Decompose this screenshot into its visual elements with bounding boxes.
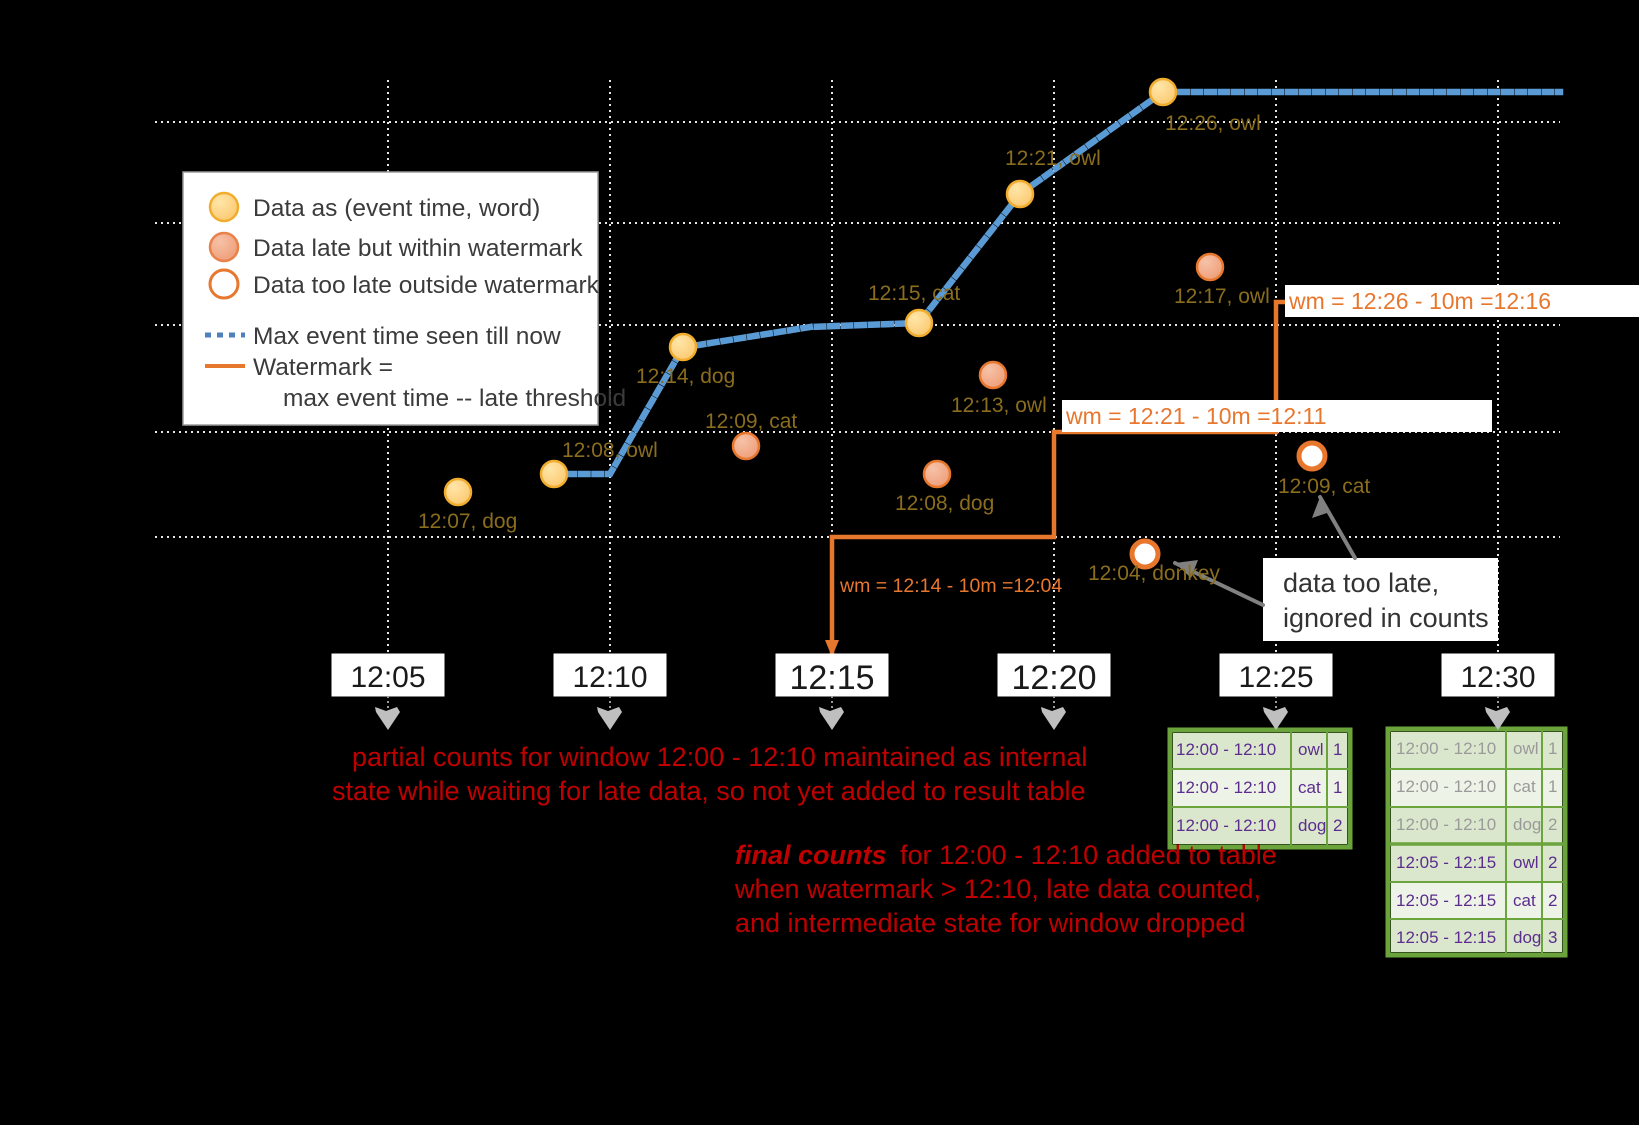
svg-text:12:15: 12:15 xyxy=(789,659,874,697)
svg-text:12:00 - 12:10: 12:00 - 12:10 xyxy=(1396,777,1496,796)
svg-text:12:13, owl: 12:13, owl xyxy=(951,394,1047,417)
svg-text:12:09, cat: 12:09, cat xyxy=(1278,475,1370,498)
svg-text:ignored in counts: ignored in counts xyxy=(1283,603,1489,633)
svg-text:2: 2 xyxy=(1333,816,1342,835)
svg-text:12:00 - 12:10: 12:00 - 12:10 xyxy=(1396,739,1496,758)
svg-text:12:25: 12:25 xyxy=(1238,661,1313,694)
svg-text:owl: owl xyxy=(1513,853,1539,872)
svg-text:12:17, owl: 12:17, owl xyxy=(1174,285,1270,308)
svg-text:12:05 - 12:15: 12:05 - 12:15 xyxy=(1396,928,1496,947)
svg-text:12:30: 12:30 xyxy=(1460,661,1535,694)
svg-text:cat: cat xyxy=(1298,778,1321,797)
svg-text:when watermark > 12:10, late d: when watermark > 12:10, late data counte… xyxy=(734,874,1261,904)
svg-text:12:00 - 12:10: 12:00 - 12:10 xyxy=(1396,815,1496,834)
svg-text:12:15, cat: 12:15, cat xyxy=(868,282,960,305)
svg-text:2: 2 xyxy=(1548,815,1557,834)
svg-text:1: 1 xyxy=(1548,739,1557,758)
svg-text:12:05 - 12:15: 12:05 - 12:15 xyxy=(1396,853,1496,872)
svg-text:dog: dog xyxy=(1513,815,1541,834)
svg-text:12:14, dog: 12:14, dog xyxy=(636,365,735,388)
svg-text:cat: cat xyxy=(1513,777,1536,796)
svg-text:12:08, owl: 12:08, owl xyxy=(562,439,658,462)
svg-text:wm = 12:14 - 10m =12:04: wm = 12:14 - 10m =12:04 xyxy=(839,575,1062,597)
svg-text:12:05 - 12:15: 12:05 - 12:15 xyxy=(1396,891,1496,910)
svg-text:dog: dog xyxy=(1513,928,1541,947)
svg-text:12:09, cat: 12:09, cat xyxy=(705,410,797,433)
svg-text:12:00 - 12:10: 12:00 - 12:10 xyxy=(1176,778,1276,797)
svg-text:Watermark =: Watermark = xyxy=(253,354,393,381)
svg-text:data too late,: data too late, xyxy=(1283,568,1439,598)
svg-text:1: 1 xyxy=(1548,777,1557,796)
svg-text:partial counts for window 12:0: partial counts for window 12:00 - 12:10 … xyxy=(352,742,1087,772)
svg-text:wm = 12:21 - 10m =12:11: wm = 12:21 - 10m =12:11 xyxy=(1065,403,1326,429)
svg-text:12:00 - 12:10: 12:00 - 12:10 xyxy=(1176,740,1276,759)
svg-text:2: 2 xyxy=(1548,853,1557,872)
svg-text:12:26, owl: 12:26, owl xyxy=(1165,112,1261,135)
svg-text:Max event time seen till now: Max event time seen till now xyxy=(253,323,561,350)
svg-text:and intermediate state for win: and intermediate state for window droppe… xyxy=(735,908,1245,938)
svg-text:2: 2 xyxy=(1548,891,1557,910)
svg-text:12:04, donkey: 12:04, donkey xyxy=(1088,562,1220,585)
svg-text:12:20: 12:20 xyxy=(1011,659,1096,697)
svg-text:cat: cat xyxy=(1513,891,1536,910)
svg-text:12:07, dog: 12:07, dog xyxy=(418,510,517,533)
svg-text:12:00 - 12:10: 12:00 - 12:10 xyxy=(1176,816,1276,835)
svg-text:owl: owl xyxy=(1513,739,1539,758)
svg-text:wm = 12:26 - 10m =12:16: wm = 12:26 - 10m =12:16 xyxy=(1288,288,1551,314)
svg-text:owl: owl xyxy=(1298,740,1324,759)
svg-text:for 12:00 - 12:10 added to tab: for 12:00 - 12:10 added to table xyxy=(900,840,1277,870)
svg-text:Data as (event time, word): Data as (event time, word) xyxy=(253,195,540,222)
svg-text:12:05: 12:05 xyxy=(350,661,425,694)
svg-text:1: 1 xyxy=(1333,778,1342,797)
svg-text:state while waiting for late d: state while waiting for late data, so no… xyxy=(332,776,1085,806)
svg-text:12:21, owl: 12:21, owl xyxy=(1005,147,1101,170)
svg-text:Data too late outside watermar: Data too late outside watermark xyxy=(253,272,600,299)
svg-text:max event time -- late thresho: max event time -- late threshold xyxy=(283,385,626,412)
svg-text:final counts: final counts xyxy=(735,840,887,870)
svg-text:1: 1 xyxy=(1333,740,1342,759)
svg-text:12:10: 12:10 xyxy=(572,661,647,694)
svg-text:Data late but within watermark: Data late but within watermark xyxy=(253,235,583,262)
svg-text:3: 3 xyxy=(1548,928,1557,947)
svg-text:dog: dog xyxy=(1298,816,1326,835)
svg-text:12:08, dog: 12:08, dog xyxy=(895,492,994,515)
